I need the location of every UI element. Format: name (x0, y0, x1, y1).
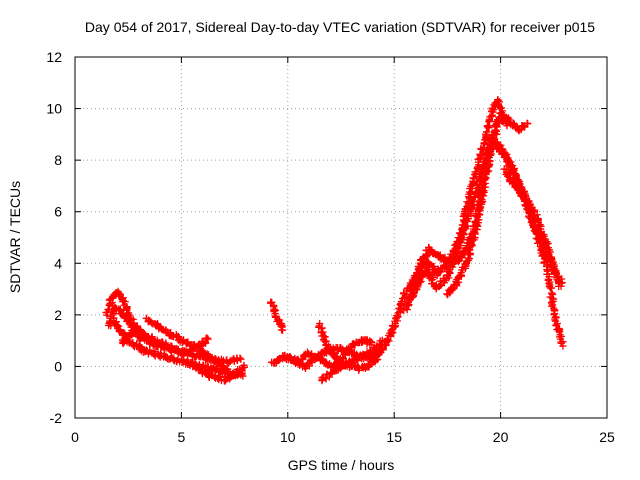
data-point (223, 365, 232, 373)
data-point (226, 374, 234, 382)
data-point (237, 355, 245, 363)
data-point (539, 240, 547, 249)
data-track (500, 165, 565, 291)
data-point (449, 260, 457, 268)
data-point (524, 120, 532, 128)
data-point (184, 338, 192, 346)
y-axis-label: SDTVAR / TECUs (7, 181, 23, 293)
y-tick-label: 6 (54, 204, 62, 220)
y-tick-labels: -2 0 2 4 6 8 10 12 (46, 49, 62, 426)
data-track (369, 95, 511, 365)
data-point (204, 335, 212, 343)
data-point (546, 284, 555, 292)
data-point (318, 355, 326, 363)
data-point (366, 341, 374, 349)
data-point (216, 373, 224, 381)
x-tick-label: 20 (493, 429, 509, 445)
x-tick-label: 25 (599, 429, 615, 445)
x-axis-label: GPS time / hours (288, 457, 395, 473)
x-tick-label: 5 (178, 429, 186, 445)
y-tick-label: 12 (46, 49, 62, 65)
data-point (495, 113, 503, 121)
data-point (188, 359, 196, 367)
data-point (501, 152, 509, 160)
data-point (363, 340, 371, 348)
chart-title: Day 054 of 2017, Sidereal Day-to-day VTE… (85, 19, 595, 35)
data-point (136, 335, 144, 343)
data-point (469, 197, 477, 206)
data-point (223, 366, 231, 374)
data-point (515, 177, 523, 185)
x-tick-label: 0 (71, 429, 79, 445)
x-tick-label: 10 (280, 429, 296, 445)
data-point (496, 109, 504, 118)
data-point (484, 121, 492, 130)
data-point (458, 229, 467, 238)
data-series-p015 (102, 95, 567, 385)
data-point (140, 330, 148, 338)
data-point (203, 334, 211, 342)
y-tick-label: 10 (46, 101, 62, 117)
data-point (367, 338, 375, 346)
data-point (196, 364, 205, 373)
data-point (272, 313, 280, 321)
data-point (236, 354, 244, 362)
data-point (548, 301, 557, 309)
data-point (476, 203, 484, 211)
data-point (211, 354, 219, 363)
data-point (383, 336, 391, 344)
data-point (467, 240, 475, 248)
data-point (240, 361, 248, 369)
data-track (142, 314, 232, 374)
data-point (239, 372, 247, 380)
data-point (121, 297, 129, 306)
data-point (524, 199, 532, 207)
data-point (398, 298, 406, 306)
data-point (546, 255, 554, 263)
data-point (557, 282, 565, 290)
data-track (486, 134, 567, 350)
data-point (481, 174, 489, 182)
y-tick-label: 8 (54, 152, 62, 168)
data-point (115, 327, 124, 336)
data-point (559, 342, 567, 350)
data-track (188, 358, 248, 385)
data-point (466, 249, 475, 257)
data-point (536, 235, 545, 243)
x-tick-labels: 0 5 10 15 20 25 (71, 429, 615, 445)
data-track (105, 302, 145, 345)
data-point (201, 338, 210, 347)
data-track (400, 141, 493, 314)
data-point (208, 353, 216, 362)
data-point (430, 262, 438, 271)
y-tick-label: 0 (54, 358, 62, 374)
y-tick-label: -2 (50, 410, 63, 426)
data-track (318, 336, 388, 385)
data-point (441, 276, 449, 285)
axis-ticks (74, 56, 608, 419)
data-point (547, 261, 556, 269)
data-point (529, 221, 537, 229)
y-tick-label: 2 (54, 307, 62, 323)
data-point (384, 335, 392, 343)
plot-frame (74, 56, 608, 419)
y-tick-label: 4 (54, 255, 62, 271)
data-point (183, 339, 191, 347)
data-point (478, 187, 487, 196)
x-tick-label: 15 (386, 429, 402, 445)
data-point (278, 326, 287, 334)
data-track (267, 298, 287, 334)
